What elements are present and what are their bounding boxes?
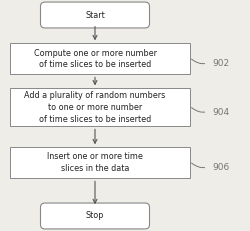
Text: 902: 902 xyxy=(212,59,230,68)
Text: Stop: Stop xyxy=(86,212,104,220)
Text: 906: 906 xyxy=(212,163,230,172)
FancyBboxPatch shape xyxy=(10,43,190,74)
Text: Start: Start xyxy=(85,11,105,19)
FancyBboxPatch shape xyxy=(10,147,190,178)
Text: Add a plurality of random numbers
to one or more number
of time slices to be ins: Add a plurality of random numbers to one… xyxy=(24,91,166,124)
Text: 904: 904 xyxy=(212,108,230,116)
FancyBboxPatch shape xyxy=(40,2,150,28)
FancyBboxPatch shape xyxy=(10,88,190,127)
Text: Insert one or more time
slices in the data: Insert one or more time slices in the da… xyxy=(47,152,143,173)
Text: Compute one or more number
of time slices to be inserted: Compute one or more number of time slice… xyxy=(34,49,156,69)
FancyBboxPatch shape xyxy=(40,203,150,229)
